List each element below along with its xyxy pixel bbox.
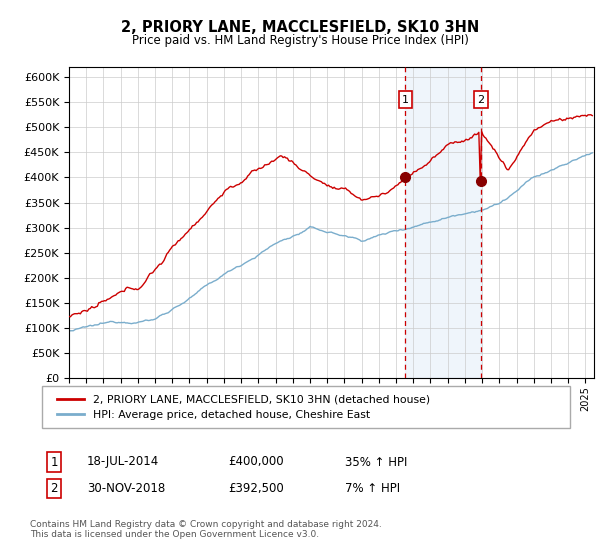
FancyBboxPatch shape [42, 386, 570, 428]
Text: 1: 1 [402, 95, 409, 105]
Text: £400,000: £400,000 [228, 455, 284, 469]
Text: Contains HM Land Registry data © Crown copyright and database right 2024.
This d: Contains HM Land Registry data © Crown c… [30, 520, 382, 539]
Text: 2, PRIORY LANE, MACCLESFIELD, SK10 3HN: 2, PRIORY LANE, MACCLESFIELD, SK10 3HN [121, 20, 479, 35]
Text: 1: 1 [50, 455, 58, 469]
Text: 18-JUL-2014: 18-JUL-2014 [87, 455, 159, 469]
Bar [406, 67, 481, 378]
Text: £392,500: £392,500 [228, 482, 284, 495]
Text: 30-NOV-2018: 30-NOV-2018 [87, 482, 165, 495]
Text: 2: 2 [50, 482, 58, 495]
Text: Price paid vs. HM Land Registry's House Price Index (HPI): Price paid vs. HM Land Registry's House … [131, 34, 469, 46]
Text: 2: 2 [477, 95, 484, 105]
Legend: 2, PRIORY LANE, MACCLESFIELD, SK10 3HN (detached house), HPI: Average price, det: 2, PRIORY LANE, MACCLESFIELD, SK10 3HN (… [53, 390, 434, 424]
Text: 35% ↑ HPI: 35% ↑ HPI [345, 455, 407, 469]
Text: 7% ↑ HPI: 7% ↑ HPI [345, 482, 400, 495]
